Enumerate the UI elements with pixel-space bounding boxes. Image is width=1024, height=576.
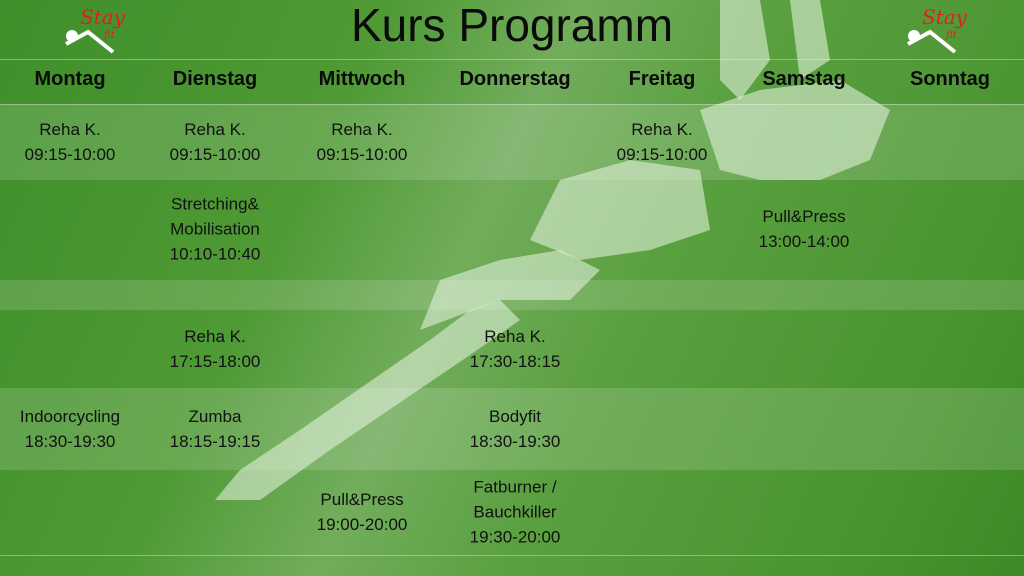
course-entry: Reha K. 17:15-18:00 [140, 324, 290, 374]
day-header-donnerstag: Donnerstag [459, 68, 571, 90]
course-name: Pull&Press [320, 490, 404, 509]
row-band-5 [0, 388, 1024, 470]
course-name: Stretching& [171, 194, 259, 214]
course-entry: Zumba 18:15-19:15 [140, 404, 290, 454]
course-time: 09:15-10:00 [316, 145, 408, 164]
course-time: 17:15-18:00 [169, 352, 261, 371]
day-header-freitag: Freitag [628, 68, 696, 90]
day-header-dienstag: Dienstag [172, 68, 258, 90]
course-name: Zumba [188, 407, 242, 426]
course-entry: Reha K. 17:30-18:15 [440, 324, 590, 374]
course-entry: Stretching& Mobilisation 10:10-10:40 [140, 192, 290, 267]
course-time: 09:15-10:00 [169, 145, 261, 164]
course-name: Reha K. [484, 327, 546, 346]
course-time: 18:30-19:30 [469, 432, 561, 451]
course-time: 17:30-18:15 [469, 352, 561, 371]
course-name: Fatburner / [473, 477, 557, 497]
course-name: Reha K. [39, 120, 101, 139]
day-header-mittwoch: Mittwoch [318, 68, 406, 90]
course-name: Reha K. [184, 120, 246, 139]
course-time: 09:15-10:00 [616, 145, 708, 164]
course-name: Pull&Press [762, 207, 846, 226]
divider [0, 104, 1024, 105]
course-time: 13:00-14:00 [758, 232, 850, 251]
course-time: 09:15-10:00 [24, 145, 116, 164]
course-name: Reha K. [184, 327, 246, 346]
course-entry: Pull&Press 13:00-14:00 [729, 204, 879, 254]
course-entry: Indoorcycling 18:30-19:30 [0, 404, 145, 454]
course-entry: Reha K. 09:15-10:00 [287, 117, 437, 167]
course-name: Mobilisation [170, 219, 260, 239]
svg-text:Stay: Stay [80, 5, 126, 29]
day-header-montag: Montag [34, 68, 106, 90]
course-entry: Reha K. 09:15-10:00 [0, 117, 145, 167]
svg-text:fit: fit [103, 30, 116, 41]
course-entry: Pull&Press 19:00-20:00 [287, 487, 437, 537]
course-name: Indoorcycling [19, 407, 121, 426]
course-time: 10:10-10:40 [169, 244, 261, 264]
course-entry: Reha K. 09:15-10:00 [140, 117, 290, 167]
course-entry: Fatburner / Bauchkiller 19:30-20:00 [440, 475, 590, 550]
page-title: Kurs Programm [350, 0, 674, 51]
course-entry: Reha K. 09:15-10:00 [587, 117, 737, 167]
svg-text:Stay: Stay [922, 5, 968, 29]
course-name: Bauchkiller [473, 502, 557, 522]
svg-text:fit: fit [945, 30, 958, 41]
course-time: 18:15-19:15 [169, 432, 261, 451]
course-time: 18:30-19:30 [24, 432, 116, 451]
course-name: Reha K. [331, 120, 393, 139]
course-name: Reha K. [631, 120, 693, 139]
stay-fit-logo: Stay fit [907, 5, 968, 54]
day-header-sonntag: Sonntag [910, 68, 990, 90]
day-header-samstag: Samstag [762, 68, 846, 90]
course-time: 19:30-20:00 [469, 527, 561, 547]
divider [0, 555, 1024, 556]
divider [0, 59, 1024, 60]
course-name: Bodyfit [489, 407, 541, 426]
stay-fit-logo: Stay fit [65, 5, 126, 54]
course-entry: Bodyfit 18:30-19:30 [440, 404, 590, 454]
course-time: 19:00-20:00 [316, 515, 408, 534]
